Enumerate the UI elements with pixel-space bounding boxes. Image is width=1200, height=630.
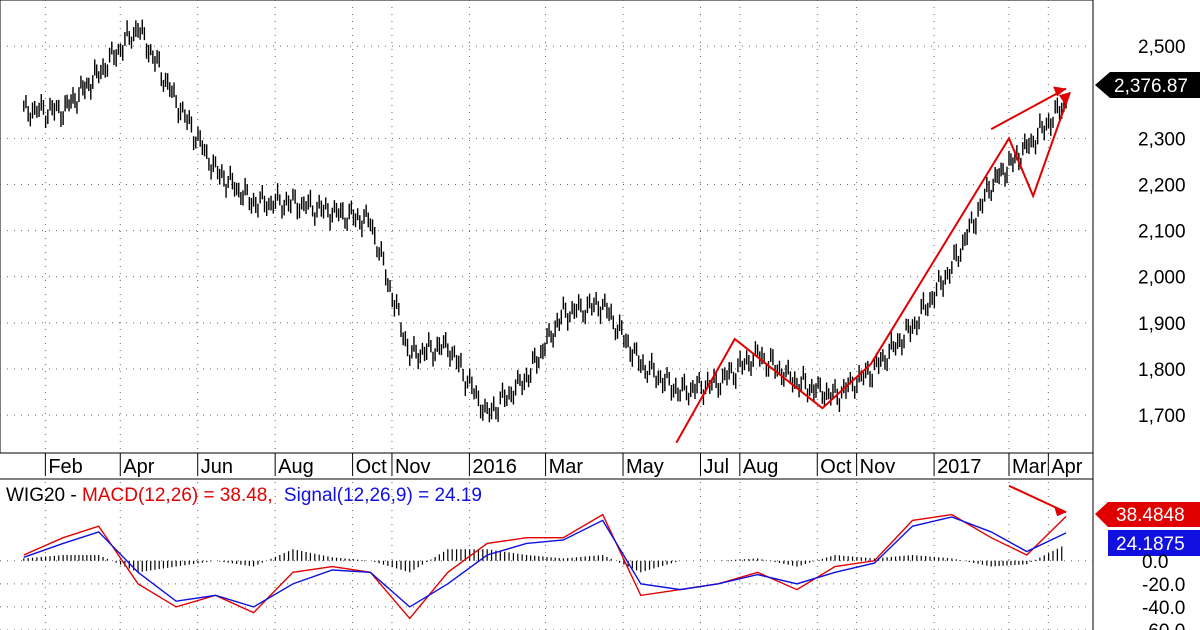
- last-price-label: 2,376.87: [1114, 76, 1188, 97]
- top-arrowhead: [1053, 86, 1067, 97]
- time-tick-label: Apr: [123, 456, 154, 478]
- macd-tag-label: 38.4848: [1116, 505, 1185, 526]
- time-tick-label: Feb: [48, 456, 82, 478]
- price-y-tick: 1,900: [1138, 314, 1186, 335]
- price-y-tick: 2,500: [1138, 37, 1186, 58]
- price-y-axis: 1,700 1,800 1,900 2,000 2,100 2,200 2,300 2,500: [1138, 37, 1186, 427]
- macd-y-axis: 0.0-20.0-40.0 -60.0: [1142, 552, 1185, 630]
- legend-prefix: WIG20 -: [6, 485, 82, 506]
- time-tick-label: Aug: [743, 456, 779, 478]
- time-tick-label: 2016: [472, 456, 516, 478]
- legend-signal: Signal(12,26,9) = 24.19: [284, 485, 482, 506]
- time-tick-label: Nov: [395, 456, 431, 478]
- time-tick-label: Nov: [860, 456, 896, 478]
- price-y-tick: 1,800: [1138, 360, 1186, 381]
- legend-macd: MACD(12,26) = 38.48,: [82, 485, 273, 506]
- price-y-tick: 2,000: [1138, 268, 1186, 289]
- price-y-tick: 2,100: [1138, 222, 1186, 243]
- time-tick-label: Aug: [278, 456, 314, 478]
- macd-line: [23, 513, 1067, 620]
- top-resistance-arrow: [990, 87, 1067, 131]
- signal-line: [23, 516, 1067, 608]
- macd-legend: WIG20 - MACD(12,26) = 38.48, Signal(12,2…: [6, 485, 482, 506]
- macd-y-tick: -20.0: [1142, 575, 1185, 596]
- price-y-tick: 1,700: [1138, 406, 1186, 427]
- time-tick-label: Apr: [1051, 456, 1082, 478]
- macd-y-tick: -60.0: [1142, 621, 1185, 630]
- grid: [0, 0, 1093, 630]
- time-tick-label: May: [626, 456, 664, 478]
- time-tick-label: 2017: [937, 456, 982, 478]
- price-arrowhead: [1058, 92, 1070, 105]
- macd-arrowhead: [1054, 506, 1067, 517]
- trend-arrows: [675, 86, 1071, 444]
- last-price-tag: 2,376.87: [1095, 72, 1200, 98]
- signal-tag-label: 24.1875: [1116, 534, 1185, 555]
- time-tick-label: Jul: [703, 456, 729, 478]
- price-trend-arrow: [675, 91, 1071, 444]
- macd-panel: [23, 484, 1067, 620]
- time-x-axis: Feb Apr Jun Aug Oct Nov 2016 Mar May Jul Aug Oct Nov…: [44, 453, 1083, 478]
- price-panel-frame: [0, 0, 1094, 454]
- time-tick-label: Mar: [549, 456, 584, 478]
- time-tick-label: Oct: [820, 456, 852, 478]
- macd-y-tick: 0.0: [1142, 552, 1168, 573]
- signal-value-tag: 24.1875: [1108, 530, 1200, 556]
- price-y-tick: 2,300: [1138, 129, 1186, 150]
- time-tick-label: Mar: [1012, 456, 1047, 478]
- price-series: [23, 19, 1067, 423]
- macd-y-tick: -40.0: [1142, 598, 1185, 619]
- price-y-tick: 2,200: [1138, 175, 1186, 196]
- time-tick-label: Jun: [201, 456, 233, 478]
- time-tick-label: Oct: [356, 456, 388, 478]
- macd-value-tag: 38.4848: [1095, 502, 1200, 527]
